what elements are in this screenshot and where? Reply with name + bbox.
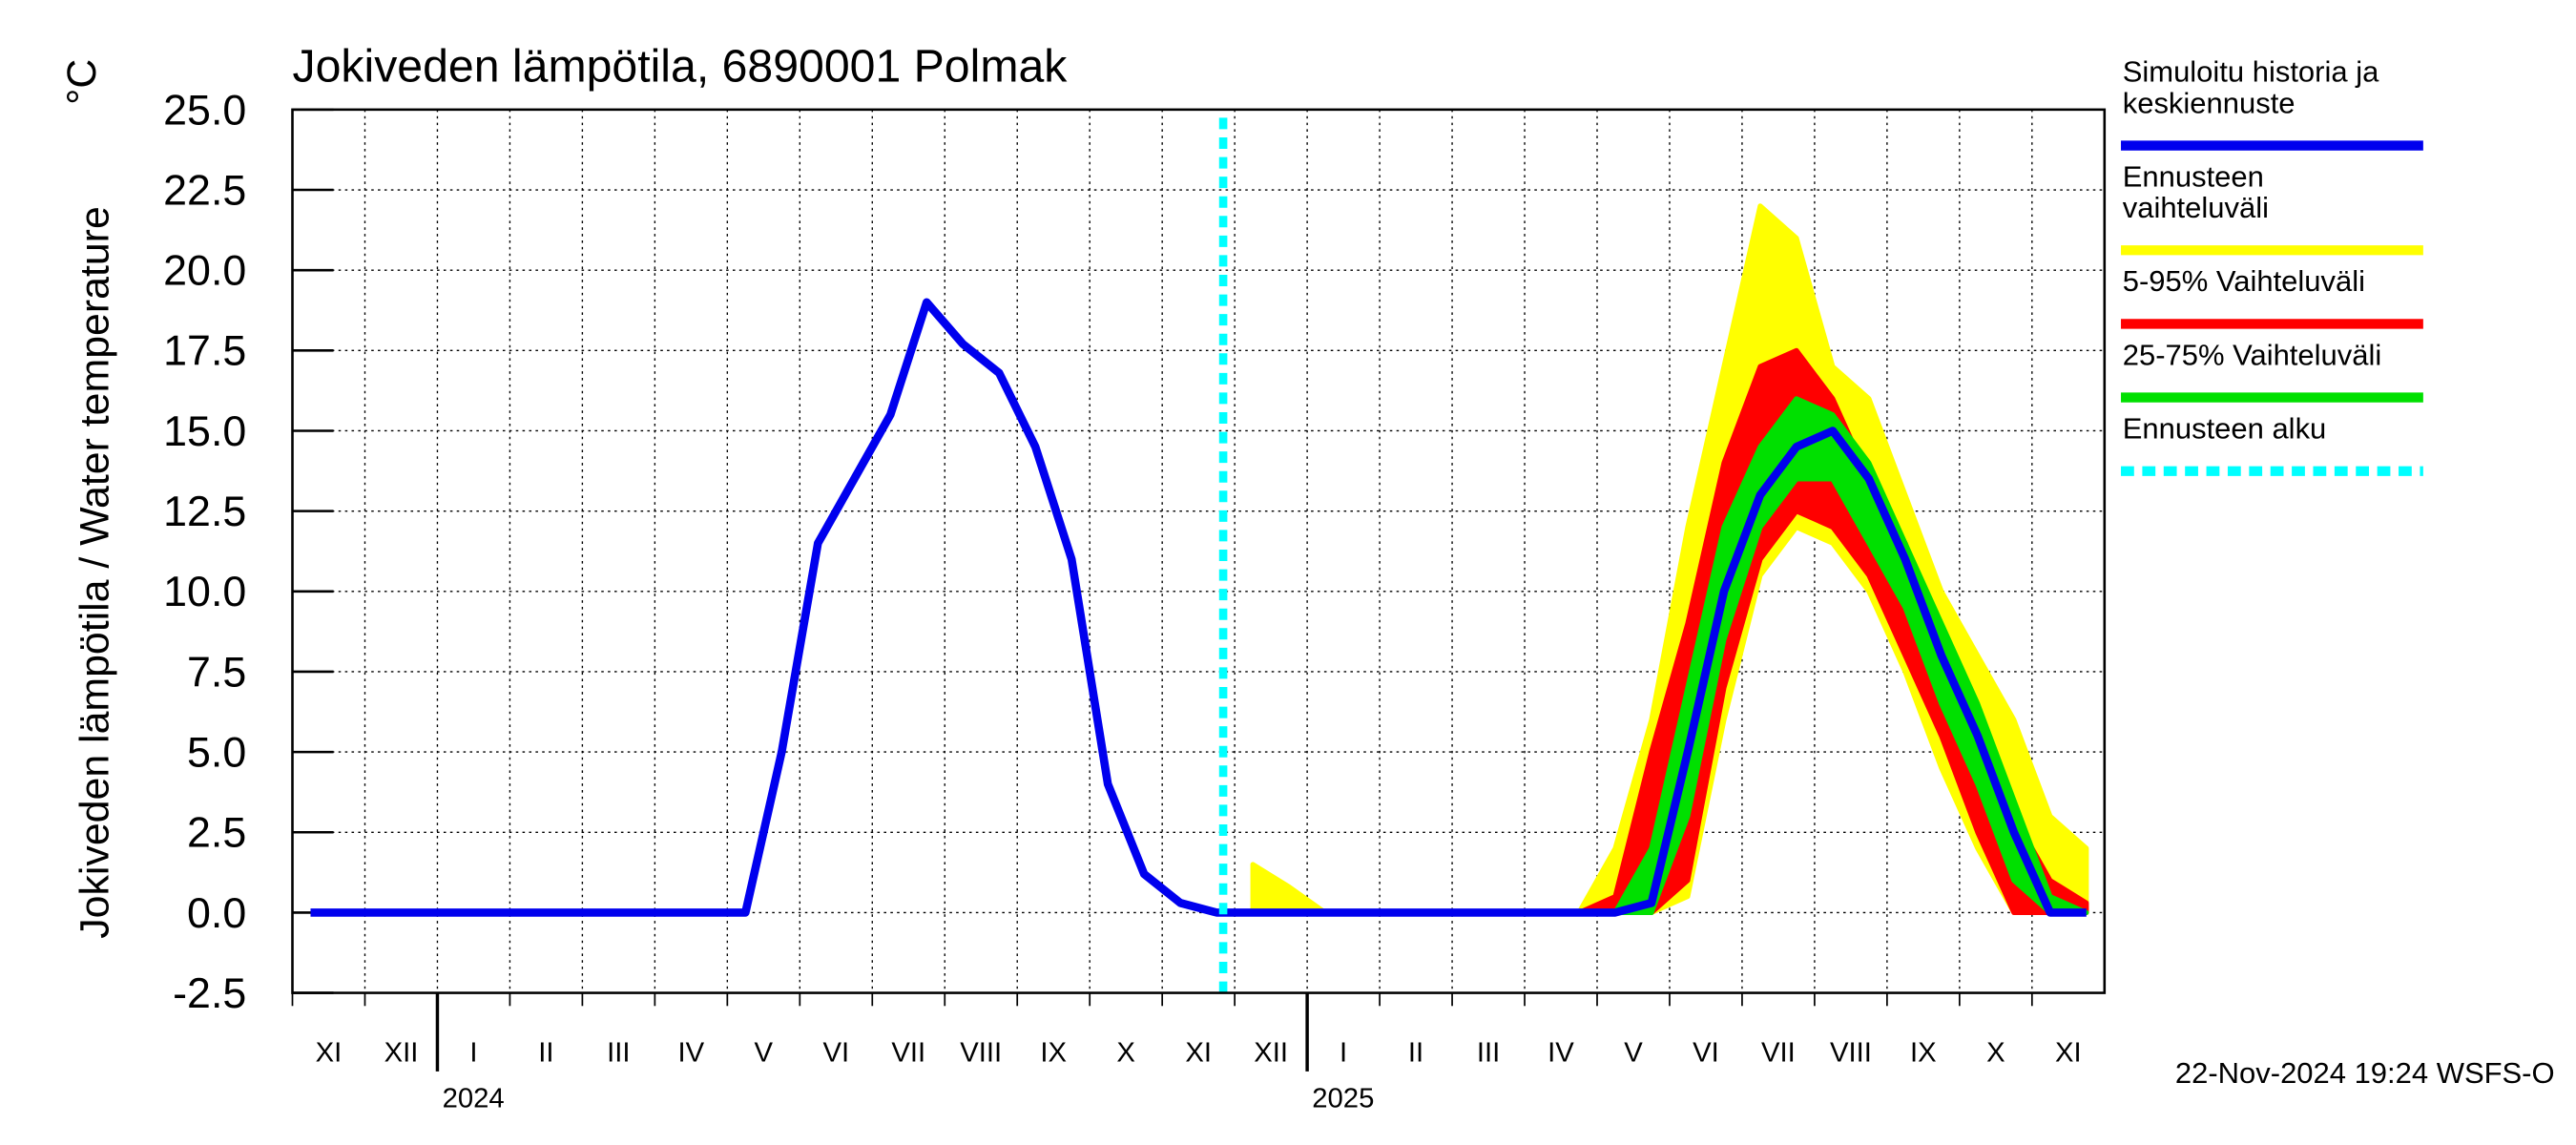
x-tick-label: III	[1477, 1038, 1500, 1069]
y-tick-label: 10.0	[163, 569, 246, 615]
x-tick-label: VII	[891, 1038, 925, 1069]
y-tick-label: 15.0	[163, 408, 246, 455]
footer: 22-Nov-2024 19:24 WSFS-O	[2175, 1056, 2555, 1090]
x-tick-label: VI	[822, 1038, 849, 1069]
x-tick-label: II	[1408, 1038, 1423, 1069]
x-tick-label: IV	[678, 1038, 705, 1069]
y-tick-label: -2.5	[173, 970, 246, 1017]
x-tick-label: VII	[1761, 1038, 1796, 1069]
x-tick-label: IX	[1910, 1038, 1937, 1069]
y-tick-label: 12.5	[163, 489, 246, 535]
x-tick-label: II	[538, 1038, 553, 1069]
line	[310, 298, 2087, 917]
y-tick-label: 0.0	[187, 890, 246, 937]
y-tick-label: 2.5	[187, 810, 246, 857]
x-tick-label: I	[469, 1038, 477, 1069]
year-label: 2024	[443, 1084, 505, 1114]
x-tick-label: VI	[1693, 1038, 1719, 1069]
x-tick-label: IX	[1040, 1038, 1067, 1069]
y-unit: °C	[59, 59, 105, 105]
x-tick-label: X	[1116, 1038, 1135, 1069]
legend-label: Simuloitu historia ja keskiennuste	[2123, 55, 2379, 119]
y-tick-label: 25.0	[163, 87, 246, 134]
x-tick-label: XII	[1254, 1038, 1288, 1069]
legend-label: Ennusteen vaihteluväli	[2123, 159, 2269, 223]
x-tick-label: III	[607, 1038, 630, 1069]
x-tick-label: XII	[384, 1038, 419, 1069]
legend-label: 5-95% Vaihteluväli	[2123, 264, 2365, 298]
y-tick-label: 20.0	[163, 248, 246, 295]
x-tick-label: V	[755, 1038, 774, 1069]
x-tick-label: I	[1340, 1038, 1347, 1069]
x-tick-label: V	[1624, 1038, 1643, 1069]
x-tick-label: XI	[2055, 1038, 2082, 1069]
y-tick-label: 22.5	[163, 168, 246, 215]
plot-frame	[291, 108, 2107, 994]
legend-label: 25-75% Vaihteluväli	[2123, 338, 2381, 371]
chart-title: Jokiveden lämpötila, 6890001 Polmak	[293, 41, 1069, 93]
y-tick-label: 7.5	[187, 649, 246, 696]
x-tick-label: XI	[1185, 1038, 1212, 1069]
legend-label: Ennusteen alku	[2123, 411, 2327, 445]
year-label: 2025	[1312, 1084, 1374, 1114]
y-tick-label: 5.0	[187, 730, 246, 777]
x-tick-label: VIII	[960, 1038, 1002, 1069]
x-tick-label: X	[1986, 1038, 2005, 1069]
x-tick-label: IV	[1548, 1038, 1574, 1069]
x-tick-label: XI	[316, 1038, 343, 1069]
y-axis-label: Jokiveden lämpötila / Water temperature	[73, 206, 118, 939]
y-tick-label: 17.5	[163, 328, 246, 375]
x-tick-label: VIII	[1830, 1038, 1872, 1069]
